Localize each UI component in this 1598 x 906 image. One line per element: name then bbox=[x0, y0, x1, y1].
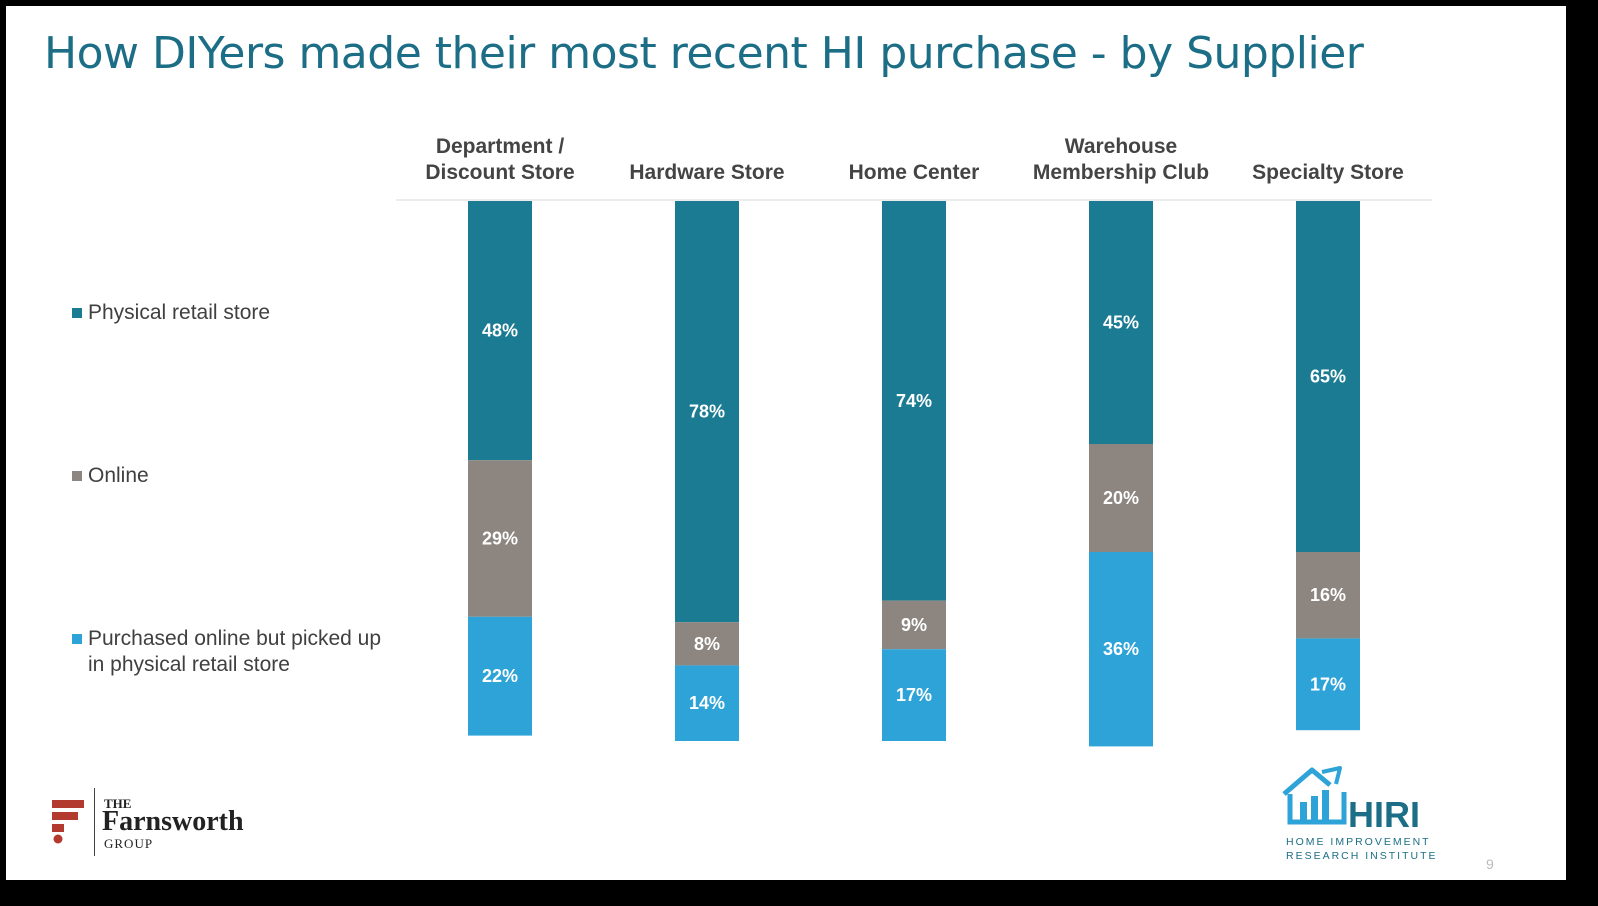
category-label: Hardware Store bbox=[629, 161, 784, 184]
bar-segment-pickup bbox=[882, 649, 946, 741]
bar-segment-online bbox=[882, 600, 946, 650]
bar-segment-online bbox=[468, 460, 532, 617]
hiri-logo: HIRI HOME IMPROVEMENT RESEARCH INSTITUTE bbox=[1274, 762, 1444, 866]
data-label-online: 29% bbox=[482, 529, 518, 549]
farnsworth-divider bbox=[94, 788, 95, 856]
bar-segment-physical bbox=[1296, 201, 1360, 552]
data-label-online: 9% bbox=[901, 615, 927, 635]
bar-segment-pickup bbox=[1296, 638, 1360, 731]
farnsworth-the: THE bbox=[104, 796, 132, 811]
category-label: Department / Discount Store bbox=[425, 135, 574, 184]
data-label-online: 8% bbox=[694, 634, 720, 654]
legend-label-online: Online bbox=[88, 464, 149, 487]
farnsworth-group: GROUP bbox=[104, 836, 154, 851]
data-label-physical: 78% bbox=[689, 402, 725, 422]
slide-title: How DIYers made their most recent HI pur… bbox=[44, 28, 1364, 79]
farnsworth-mark-icon bbox=[52, 800, 84, 844]
data-label-physical: 45% bbox=[1103, 313, 1139, 333]
legend-swatch-online bbox=[72, 471, 82, 481]
data-label-pickup: 14% bbox=[689, 693, 725, 713]
bar-segment-online bbox=[1089, 444, 1153, 552]
data-label-online: 16% bbox=[1310, 585, 1346, 605]
bar-segment-physical bbox=[675, 201, 739, 623]
bar-segment-online bbox=[675, 622, 739, 666]
farnsworth-logo: THE Farnsworth GROUP bbox=[50, 788, 290, 860]
page-number: 9 bbox=[1486, 856, 1494, 872]
legend-swatch-pickup bbox=[72, 634, 82, 644]
data-label-pickup: 17% bbox=[896, 685, 932, 705]
data-label-online: 20% bbox=[1103, 488, 1139, 508]
data-label-physical: 74% bbox=[896, 391, 932, 411]
legend-label-physical: Physical retail store bbox=[88, 301, 271, 324]
bar-segment-pickup bbox=[675, 665, 739, 741]
category-label: Warehouse Membership Club bbox=[1033, 135, 1209, 184]
data-label-pickup: 36% bbox=[1103, 639, 1139, 659]
data-label-physical: 65% bbox=[1310, 367, 1346, 387]
bar-segment-physical bbox=[882, 201, 946, 601]
data-label-physical: 48% bbox=[482, 321, 518, 341]
bar-segment-pickup bbox=[468, 616, 532, 736]
legend-label-pickup: Purchased online but picked up in physic… bbox=[88, 627, 382, 676]
data-label-pickup: 22% bbox=[482, 666, 518, 686]
legend-swatch-physical bbox=[72, 308, 82, 318]
farnsworth-name: Farnsworth bbox=[102, 806, 244, 837]
bar-segment-physical bbox=[1089, 201, 1153, 444]
hiri-house-icon bbox=[1282, 766, 1347, 825]
bar-segment-physical bbox=[468, 201, 532, 461]
hiri-tagline-line2: RESEARCH INSTITUTE bbox=[1286, 850, 1438, 862]
data-label-pickup: 17% bbox=[1310, 674, 1346, 694]
slide: How DIYers made their most recent HI pur… bbox=[6, 6, 1566, 880]
bar-segment-online bbox=[1296, 552, 1360, 639]
hiri-name: HIRI bbox=[1348, 794, 1420, 835]
category-label: Home Center bbox=[849, 161, 980, 184]
stacked-bar-chart: Department / Discount Store 48% 29% 22% Hardw… bbox=[396, 135, 1432, 747]
category-label: Specialty Store bbox=[1252, 161, 1404, 184]
hiri-tagline-line1: HOME IMPROVEMENT bbox=[1286, 836, 1431, 848]
bar-segment-pickup bbox=[1089, 552, 1153, 747]
